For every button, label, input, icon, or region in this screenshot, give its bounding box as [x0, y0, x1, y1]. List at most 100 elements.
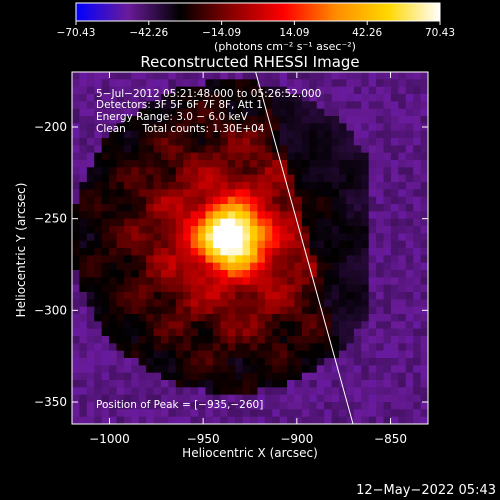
heatmap-cell	[376, 160, 384, 168]
heatmap-cell	[242, 94, 251, 102]
heatmap-cell	[264, 284, 273, 293]
heatmap-cell	[331, 321, 340, 330]
heatmap-cell	[205, 138, 214, 146]
heatmap-cell	[94, 226, 103, 234]
heatmap-cell	[94, 130, 103, 139]
heatmap-cell	[198, 101, 206, 110]
heatmap-cell	[235, 174, 243, 183]
heatmap-cell	[94, 182, 103, 190]
heatmap-cell	[131, 101, 140, 110]
heatmap-cell	[94, 116, 103, 124]
heatmap-cell	[227, 394, 236, 403]
heatmap-cell	[376, 79, 384, 88]
heatmap-cell	[250, 226, 258, 234]
heatmap-cell	[264, 138, 273, 146]
heatmap-cell	[235, 94, 243, 102]
heatmap-cell	[272, 233, 281, 242]
heatmap-cell	[346, 277, 355, 286]
heatmap-cell	[79, 226, 88, 234]
colorbar-tick-label: −70.43	[57, 27, 96, 39]
heatmap-cell	[175, 196, 184, 205]
heatmap-cell	[405, 292, 414, 300]
heatmap-cell	[131, 262, 140, 271]
heatmap-cell	[131, 409, 140, 418]
heatmap-cell	[309, 174, 318, 183]
heatmap-cell	[161, 402, 169, 410]
heatmap-cell	[398, 123, 407, 132]
heatmap-cell	[220, 196, 229, 205]
heatmap-cell	[153, 394, 162, 403]
heatmap-cell	[212, 358, 221, 366]
heatmap-cell	[405, 328, 414, 337]
heatmap-cell	[301, 306, 310, 315]
heatmap-cell	[279, 79, 288, 88]
heatmap-cell	[94, 145, 103, 154]
heatmap-cell	[383, 277, 392, 286]
heatmap-cell	[198, 336, 206, 344]
heatmap-cell	[131, 116, 140, 124]
heatmap-cell	[131, 138, 140, 146]
heatmap-cell	[346, 284, 355, 293]
heatmap-cell	[353, 196, 362, 205]
heatmap-cell	[405, 299, 414, 308]
heatmap-cell	[301, 380, 310, 388]
heatmap-cell	[398, 262, 407, 271]
heatmap-cell	[242, 160, 251, 168]
heatmap-cell	[198, 328, 206, 337]
heatmap-cell	[212, 233, 221, 242]
heatmap-cell	[72, 233, 80, 242]
heatmap-cell	[79, 284, 88, 293]
heatmap-cell	[250, 328, 258, 337]
heatmap-cell	[146, 358, 154, 366]
heatmap-cell	[86, 116, 95, 124]
heatmap-cell	[72, 270, 80, 278]
heatmap-cell	[212, 182, 221, 190]
heatmap-cell	[131, 233, 140, 242]
heatmap-cell	[331, 365, 340, 374]
heatmap-cell	[168, 372, 177, 381]
heatmap-cell	[413, 189, 421, 198]
heatmap-cell	[301, 138, 310, 146]
heatmap-cell	[109, 306, 117, 315]
heatmap-cell	[190, 108, 199, 117]
heatmap-cell	[316, 240, 325, 249]
heatmap-cell	[168, 108, 177, 117]
heatmap-cell	[272, 358, 281, 366]
heatmap-cell	[324, 86, 332, 95]
heatmap-cell	[376, 123, 384, 132]
heatmap-cell	[301, 387, 310, 396]
heatmap-cell	[242, 416, 251, 424]
heatmap-cell	[383, 350, 392, 359]
heatmap-cell	[168, 365, 177, 374]
heatmap-cell	[131, 218, 140, 227]
heatmap-cell	[131, 306, 140, 315]
heatmap-cell	[227, 416, 236, 424]
heatmap-cell	[390, 255, 399, 264]
heatmap-cell	[175, 123, 184, 132]
heatmap-cell	[405, 387, 414, 396]
heatmap-cell	[331, 328, 340, 337]
heatmap-cell	[86, 270, 95, 278]
heatmap-cell	[390, 292, 399, 300]
heatmap-cell	[161, 174, 169, 183]
heatmap-cell	[420, 211, 428, 220]
heatmap-cell	[123, 218, 132, 227]
heatmap-cell	[190, 343, 199, 352]
heatmap-cell	[72, 174, 80, 183]
heatmap-cell	[413, 365, 421, 374]
heatmap-cell	[86, 94, 95, 102]
heatmap-cell	[175, 343, 184, 352]
heatmap-cell	[368, 292, 377, 300]
heatmap-cell	[264, 365, 273, 374]
heatmap-cell	[339, 174, 347, 183]
heatmap-cell	[405, 204, 414, 212]
heatmap-cell	[257, 350, 266, 359]
heatmap-cell	[109, 130, 117, 139]
heatmap-cell	[190, 182, 199, 190]
heatmap-cell	[227, 167, 236, 176]
heatmap-cell	[316, 372, 325, 381]
heatmap-cell	[94, 292, 103, 300]
heatmap-cell	[272, 292, 281, 300]
heatmap-cell	[390, 262, 399, 271]
heatmap-cell	[205, 130, 214, 139]
